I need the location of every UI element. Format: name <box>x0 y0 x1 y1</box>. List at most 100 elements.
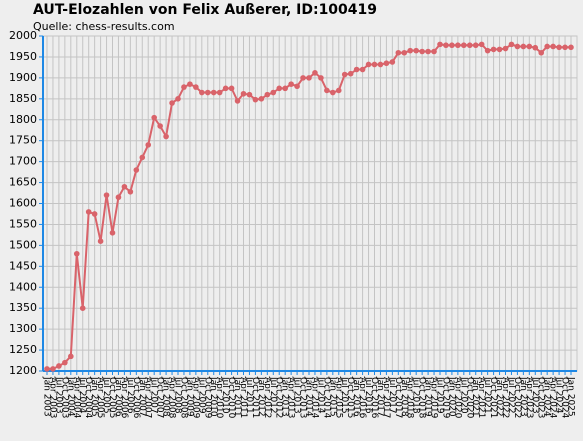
y-tick-label: 1700 <box>9 155 37 168</box>
data-point <box>246 91 253 98</box>
x-tick-label: Jul 2013 <box>292 376 302 414</box>
x-tick-label: Jan 2018 <box>399 376 409 417</box>
x-tick-label: Jan 2007 <box>137 376 147 417</box>
data-point <box>324 87 330 94</box>
data-point <box>258 96 265 102</box>
data-point <box>288 81 294 87</box>
x-tick-label: Oct 2007 <box>155 377 165 418</box>
data-point <box>383 60 390 67</box>
x-tick-label: Oct 2024 <box>560 377 570 419</box>
data-point <box>145 142 152 148</box>
chart-subtitle: Quelle: chess-results.com <box>33 20 175 33</box>
x-tick-label: Apr 2016 <box>357 377 367 419</box>
data-point <box>484 47 491 54</box>
chart-title: AUT-Elozahlen von Felix Außerer, ID:1004… <box>33 2 377 18</box>
data-point <box>216 89 223 96</box>
data-point <box>97 238 104 244</box>
data-point <box>341 71 348 78</box>
data-point <box>371 61 378 68</box>
x-tick-label: Oct 2023 <box>536 377 546 418</box>
data-point <box>228 85 235 92</box>
x-tick-label: Jan 2003 <box>42 376 52 417</box>
data-point <box>347 70 354 77</box>
data-point <box>556 44 562 51</box>
data-point <box>461 42 467 49</box>
x-tick-label: Oct 2003 <box>59 377 69 418</box>
x-tick-label: Apr 2006 <box>119 377 129 419</box>
x-tick-label: Oct 2013 <box>298 377 308 418</box>
data-point <box>496 46 503 53</box>
x-tick-label: Oct 2008 <box>178 377 188 419</box>
data-point <box>490 46 497 53</box>
data-point <box>151 114 157 121</box>
data-point <box>222 85 229 92</box>
x-tick-label: Apr 2023 <box>524 377 534 418</box>
data-point <box>514 43 521 50</box>
data-point <box>85 209 92 215</box>
x-tick-label: Apr 2017 <box>381 377 391 418</box>
x-tick-label: Jan 2014 <box>304 376 314 417</box>
x-tick-label: Oct 2018 <box>417 377 427 419</box>
y-tick-label: 1400 <box>9 280 37 293</box>
x-tick-label: Jul 2003 <box>53 376 63 414</box>
x-tick-label: Apr 2019 <box>429 377 439 419</box>
data-point <box>109 230 116 236</box>
x-tick-label: Oct 2019 <box>440 377 450 419</box>
x-tick-label: Jul 2024 <box>554 376 564 414</box>
y-tick-label: 1250 <box>9 343 37 356</box>
data-point <box>234 98 241 104</box>
x-tick-label: Apr 2009 <box>190 377 200 419</box>
data-point <box>121 183 128 190</box>
data-point <box>282 85 288 92</box>
y-tick-label: 2000 <box>9 29 37 42</box>
data-point <box>377 61 384 68</box>
data-point <box>139 154 146 161</box>
x-tick-label: Oct 2009 <box>202 377 212 419</box>
data-point <box>115 194 122 201</box>
data-point <box>532 44 539 51</box>
x-tick-label: Oct 2014 <box>321 377 331 419</box>
x-tick-label: Jul 2007 <box>149 376 159 414</box>
x-tick-label: Apr 2020 <box>452 377 462 419</box>
data-point <box>508 41 515 48</box>
data-point <box>455 42 461 49</box>
x-tick-label: Apr 2024 <box>548 377 558 419</box>
x-tick-label: Jan 2017 <box>375 376 385 417</box>
data-point <box>252 96 259 103</box>
data-point <box>419 48 425 55</box>
data-point <box>103 192 110 198</box>
data-point <box>210 89 217 96</box>
x-tick-label: Jul 2006 <box>125 376 135 414</box>
data-point <box>359 66 366 73</box>
y-tick-label: 1500 <box>9 238 37 251</box>
x-tick-label: Jan 2013 <box>280 376 290 417</box>
data-point <box>181 84 187 90</box>
data-point <box>44 366 50 372</box>
y-tick-label: 1800 <box>9 113 37 126</box>
x-tick-label: Jul 2004 <box>77 376 87 414</box>
data-point <box>68 353 74 360</box>
x-tick-label: Jan 2006 <box>113 376 123 417</box>
x-tick-label: Apr 2003 <box>47 377 57 418</box>
x-tick-label: Jan 2025 <box>566 376 576 417</box>
x-tick-label: Jan 2023 <box>518 376 528 417</box>
data-point <box>294 83 300 90</box>
data-point <box>73 250 80 257</box>
y-tick-label: 1450 <box>9 259 37 272</box>
data-point <box>204 89 211 96</box>
data-point <box>568 44 574 51</box>
x-tick-label: Jan 2005 <box>89 376 99 417</box>
x-tick-label: Jan 2016 <box>351 376 361 417</box>
x-tick-label: Oct 2022 <box>512 377 522 418</box>
y-tick-label: 1650 <box>9 176 37 189</box>
y-tick-label: 1600 <box>9 197 37 210</box>
data-point <box>157 123 163 129</box>
x-tick-label: Oct 2005 <box>107 377 117 418</box>
x-tick-label: Oct 2012 <box>274 377 284 418</box>
data-point <box>56 363 62 369</box>
x-tick-label: Apr 2007 <box>143 377 153 418</box>
data-point <box>312 70 318 76</box>
x-tick-label: Jul 2005 <box>101 376 111 414</box>
x-tick-label: Jul 2015 <box>339 376 349 414</box>
